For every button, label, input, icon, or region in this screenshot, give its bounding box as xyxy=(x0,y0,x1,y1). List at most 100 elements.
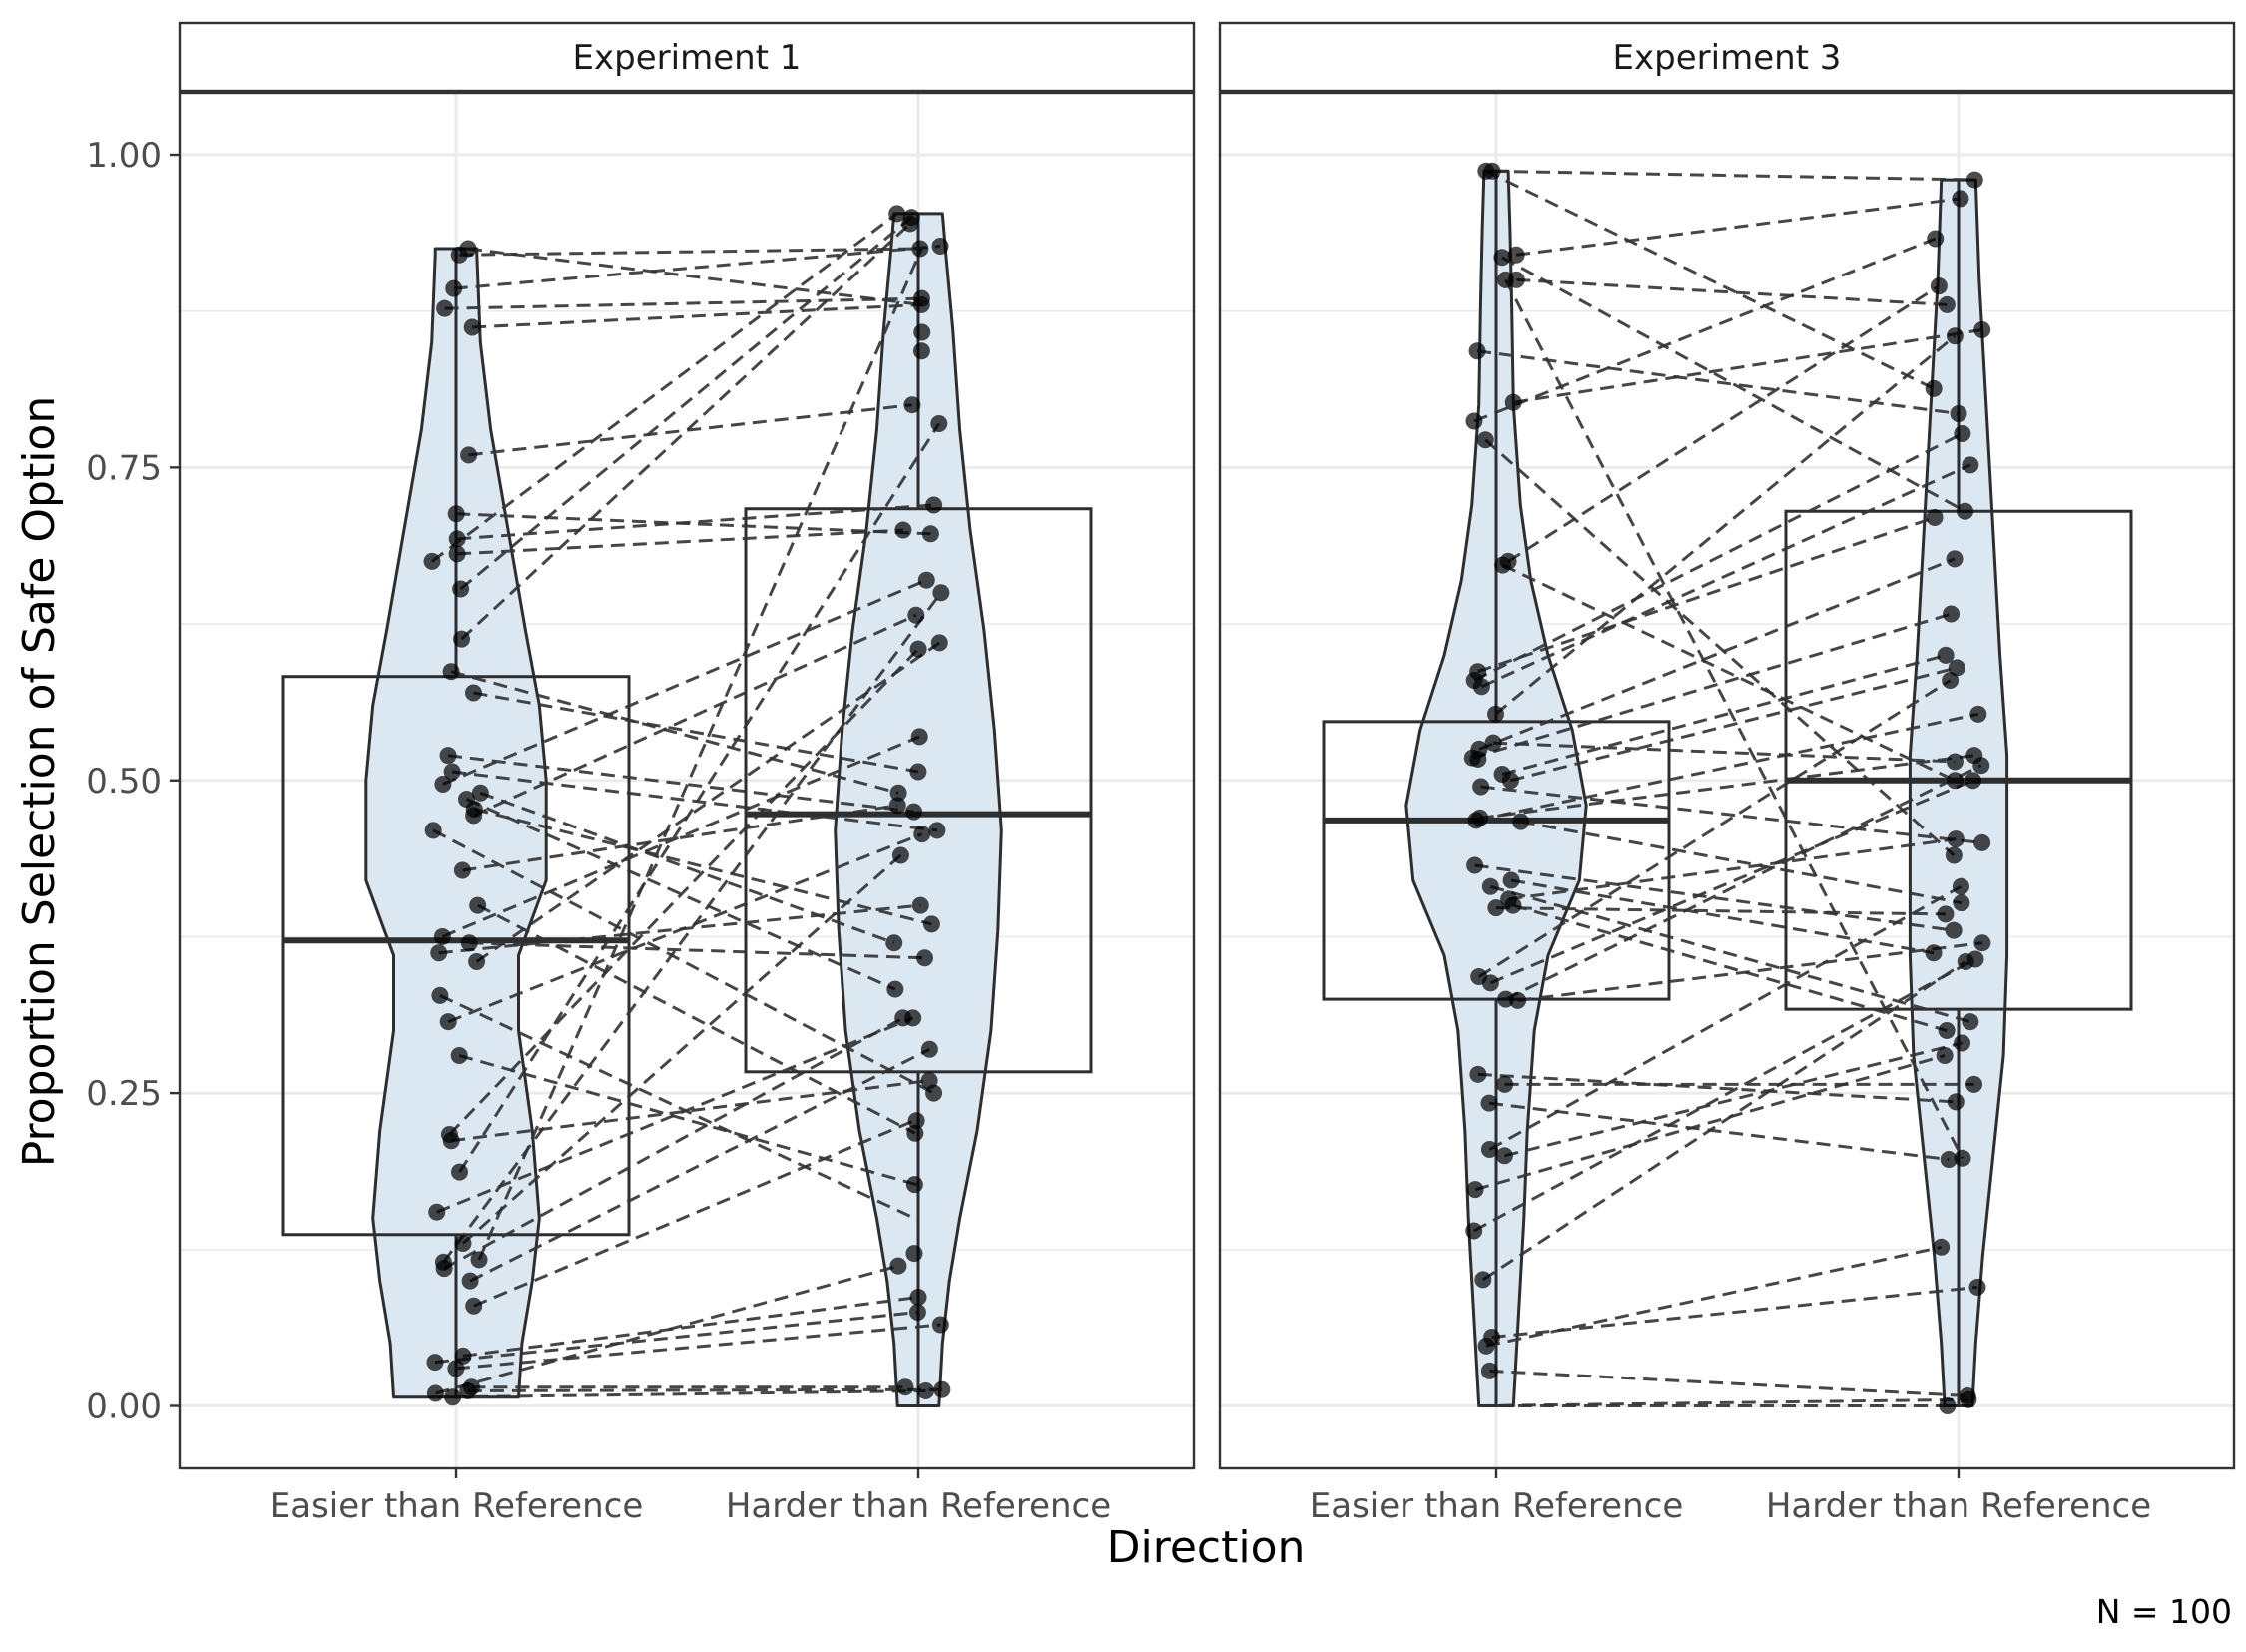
data-point xyxy=(1938,295,1956,313)
y-tick-label: 0.25 xyxy=(86,1074,162,1114)
paired-line xyxy=(432,828,935,1095)
paired-line xyxy=(453,245,941,290)
data-point xyxy=(468,953,486,971)
paired-line xyxy=(1488,884,1963,1151)
data-point xyxy=(1973,833,1991,851)
data-point xyxy=(442,1132,460,1150)
data-point xyxy=(917,571,935,589)
data-point xyxy=(469,896,487,914)
data-point xyxy=(891,846,909,864)
data-point xyxy=(447,505,465,523)
data-point xyxy=(454,1235,472,1253)
data-point xyxy=(930,634,948,652)
facet-strip xyxy=(178,21,1196,93)
data-point xyxy=(1925,944,1943,962)
data-point xyxy=(1968,1278,1986,1296)
paired-line xyxy=(1495,906,1947,916)
paired-line xyxy=(469,1047,931,1283)
paired-line xyxy=(469,941,925,960)
data-point xyxy=(452,580,470,598)
data-point xyxy=(932,584,950,602)
data-point xyxy=(442,663,460,681)
caption-n: N = 100 xyxy=(2096,1592,2232,1631)
data-point xyxy=(907,606,925,624)
data-point xyxy=(1950,404,1967,422)
paired-line xyxy=(458,1054,917,1187)
paired-line xyxy=(1485,1245,1943,1348)
paired-line xyxy=(1515,197,1962,257)
paired-line xyxy=(1478,557,1956,751)
data-point xyxy=(431,986,449,1004)
data-point xyxy=(886,980,904,998)
data-point xyxy=(450,1047,468,1065)
data-point xyxy=(1481,974,1499,992)
paired-line xyxy=(1477,516,1936,674)
paired-line xyxy=(447,754,914,814)
data-point xyxy=(909,1288,927,1306)
paired-line xyxy=(468,403,913,457)
data-point xyxy=(928,822,946,839)
data-point xyxy=(933,1380,951,1398)
paired-line xyxy=(1489,884,1971,1024)
data-point xyxy=(921,525,939,543)
data-point xyxy=(1948,659,1965,677)
data-point xyxy=(1943,605,1961,623)
paired-line xyxy=(459,216,913,591)
paired-line xyxy=(1516,277,1948,306)
x-axis-title: Direction xyxy=(1107,1522,1306,1573)
paired-line xyxy=(436,1016,914,1214)
data-point xyxy=(1945,921,1963,939)
paired-line xyxy=(462,1295,919,1358)
data-point xyxy=(1952,190,1969,208)
paired-line xyxy=(1520,820,1963,905)
paired-line xyxy=(467,247,922,306)
x-tick-label: Easier than Reference xyxy=(270,1486,643,1526)
data-point xyxy=(1954,1034,1971,1052)
data-point xyxy=(423,552,441,570)
data-point xyxy=(1954,425,1971,443)
data-point xyxy=(888,797,906,815)
data-point xyxy=(896,1378,914,1396)
data-point xyxy=(1477,1337,1495,1355)
paired-line xyxy=(1489,1369,1968,1397)
paired-line xyxy=(456,512,931,536)
data-point xyxy=(888,205,906,223)
paired-line xyxy=(1474,1054,1946,1192)
data-point xyxy=(931,1316,949,1334)
data-point xyxy=(1496,1075,1514,1093)
y-tick-label: 0.00 xyxy=(86,1387,162,1427)
x-tick-label: Easier than Reference xyxy=(1310,1486,1683,1526)
data-point xyxy=(905,1176,923,1194)
data-point xyxy=(1476,431,1494,449)
paired-line xyxy=(1512,903,1948,1032)
paired-line xyxy=(441,735,920,938)
paired-line xyxy=(1479,754,1974,820)
data-point xyxy=(1965,171,1983,189)
paired-line xyxy=(431,212,898,563)
paired-line xyxy=(1507,284,1941,563)
data-point xyxy=(1938,1021,1956,1039)
data-point xyxy=(913,323,931,341)
paired-line xyxy=(450,670,899,795)
data-point xyxy=(1487,705,1505,723)
data-point xyxy=(1467,812,1485,829)
data-point xyxy=(439,1013,457,1031)
paired-line xyxy=(461,853,902,1245)
data-point xyxy=(1953,894,1970,912)
paired-line xyxy=(1477,1397,1968,1407)
data-point xyxy=(916,1381,934,1399)
paired-line xyxy=(1485,169,1935,390)
x-tick-label: Harder than Reference xyxy=(726,1486,1111,1526)
data-point xyxy=(1962,1013,1979,1031)
paired-line xyxy=(1501,256,1966,513)
data-point xyxy=(1480,1094,1498,1112)
data-point xyxy=(1952,877,1969,895)
data-point xyxy=(925,496,943,514)
paired-line xyxy=(1504,764,1982,1001)
data-point xyxy=(453,630,471,648)
data-point xyxy=(1504,393,1522,411)
data-point xyxy=(889,1257,907,1275)
data-point xyxy=(1496,271,1514,288)
data-point xyxy=(1469,1065,1487,1083)
data-point xyxy=(1509,991,1527,1009)
